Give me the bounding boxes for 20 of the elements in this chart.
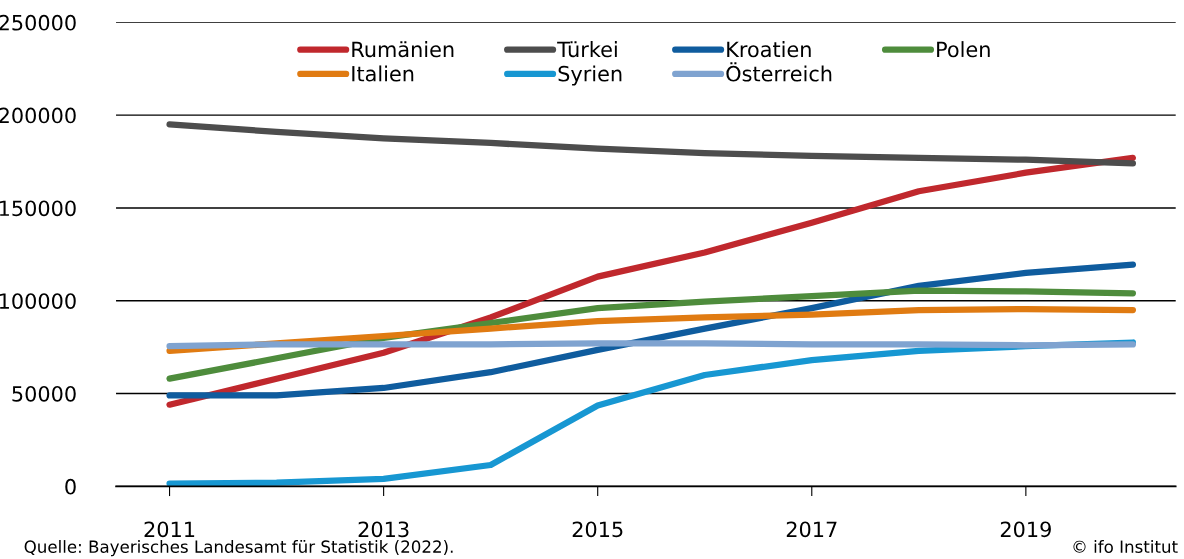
y-tick-label: 200000 bbox=[0, 107, 76, 124]
y-tick-label: 250000 bbox=[0, 14, 76, 31]
source-note: Quelle: Bayerisches Landesamt für Statistik (2022). bbox=[24, 540, 453, 557]
legend-label: Italien bbox=[352, 65, 414, 82]
x-tick-label: 2013 bbox=[358, 521, 409, 538]
y-tick-label: 100000 bbox=[0, 293, 76, 309]
x-tick-label: 2011 bbox=[144, 521, 195, 538]
legend-label: Polen bbox=[937, 41, 990, 58]
text: © ifo Institut bbox=[1073, 540, 1178, 553]
legend-label: Österreich bbox=[726, 62, 832, 82]
legend-label: Kroatien bbox=[727, 41, 811, 58]
x-tick-label: 2015 bbox=[572, 521, 623, 538]
x-tick-label: 2017 bbox=[786, 521, 837, 538]
legend-label: Türkei bbox=[557, 41, 617, 58]
y-tick-label: 150000 bbox=[0, 200, 76, 217]
legend-label: Syrien bbox=[558, 65, 622, 86]
y-tick-label: 0 bbox=[65, 478, 76, 495]
y-tick-label: 50000 bbox=[12, 385, 76, 402]
legend-label: Rumänien bbox=[352, 41, 454, 58]
x-tick-label: 2019 bbox=[1000, 521, 1051, 538]
